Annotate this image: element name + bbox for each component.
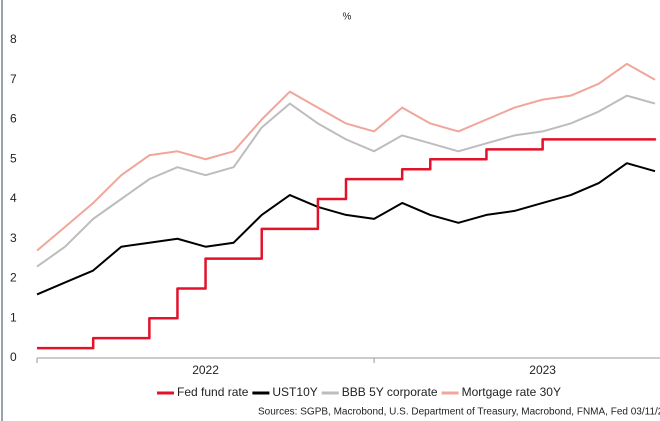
y-tick-label: 7 [10,72,17,86]
series-line [37,138,657,350]
legend-label: Mortgage rate 30Y [462,385,561,399]
y-tick-label: 6 [10,112,17,126]
y-tick-label: 1 [10,310,17,324]
y-tick-label: 2 [10,271,17,285]
y-axis-label: % [343,12,352,23]
legend-label: BBB 5Y corporate [342,385,438,399]
source-note: Sources: SGPB, Macrobond, U.S. Departmen… [258,407,660,418]
series-line [36,162,656,296]
legend-label: UST10Y [272,385,317,399]
x-tick-label: 2023 [529,363,556,377]
legend-label: Fed fund rate [177,385,249,399]
y-tick-label: 8 [10,32,17,46]
series-line [36,62,656,252]
y-tick-label: 4 [10,191,17,205]
y-tick-label: 5 [10,151,17,165]
series-line [36,94,656,268]
x-tick-label: 2022 [192,363,219,377]
y-tick-label: 0 [10,350,17,364]
y-tick-label: 3 [10,231,17,245]
